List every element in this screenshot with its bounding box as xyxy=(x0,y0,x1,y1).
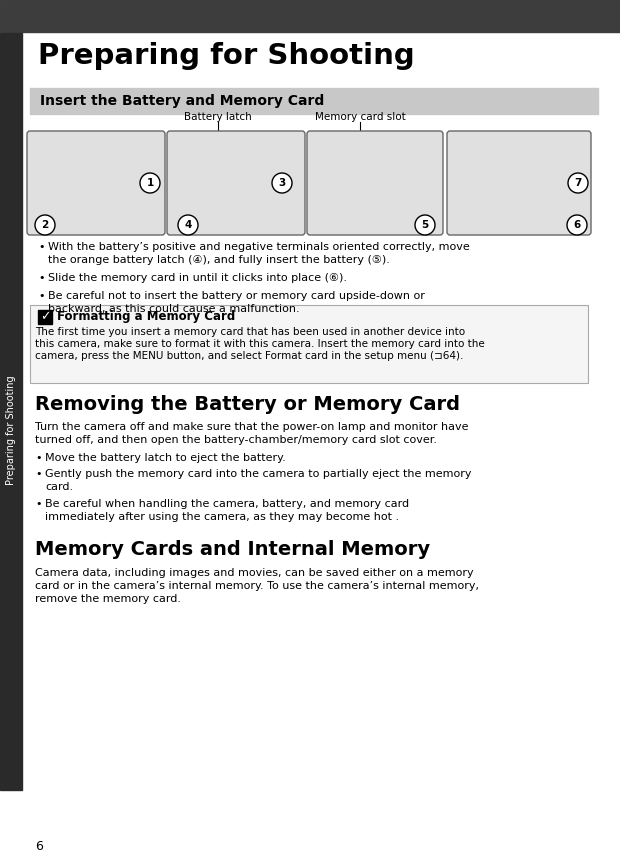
Bar xyxy=(30,88,598,114)
Text: Gently push the memory card into the camera to partially eject the memory: Gently push the memory card into the cam… xyxy=(45,469,471,479)
Text: •: • xyxy=(38,291,45,301)
Circle shape xyxy=(568,173,588,193)
Text: With the battery’s positive and negative terminals oriented correctly, move: With the battery’s positive and negative… xyxy=(48,242,470,252)
Bar xyxy=(0,0,620,32)
Text: the orange battery latch (④), and fully insert the battery (⑤).: the orange battery latch (④), and fully … xyxy=(48,255,390,265)
FancyBboxPatch shape xyxy=(167,131,305,235)
Text: Removing the Battery or Memory Card: Removing the Battery or Memory Card xyxy=(35,395,460,414)
Text: 5: 5 xyxy=(422,220,428,230)
Text: 2: 2 xyxy=(42,220,48,230)
Text: card.: card. xyxy=(45,482,73,492)
Text: •: • xyxy=(38,273,45,283)
Circle shape xyxy=(35,215,55,235)
Text: 4: 4 xyxy=(184,220,192,230)
Text: Formatting a Memory Card: Formatting a Memory Card xyxy=(57,310,235,323)
FancyBboxPatch shape xyxy=(27,131,165,235)
Text: Preparing for Shooting: Preparing for Shooting xyxy=(6,375,16,485)
Text: card or in the camera’s internal memory. To use the camera’s internal memory,: card or in the camera’s internal memory.… xyxy=(35,581,479,591)
Text: this camera, make sure to format it with this camera. Insert the memory card int: this camera, make sure to format it with… xyxy=(35,339,485,349)
Text: remove the memory card.: remove the memory card. xyxy=(35,594,181,604)
Text: The first time you insert a memory card that has been used in another device int: The first time you insert a memory card … xyxy=(35,327,465,337)
Bar xyxy=(30,305,588,383)
Text: Insert the Battery and Memory Card: Insert the Battery and Memory Card xyxy=(40,94,324,108)
FancyBboxPatch shape xyxy=(447,131,591,235)
Text: 6: 6 xyxy=(574,220,580,230)
Text: 6: 6 xyxy=(35,840,43,853)
FancyBboxPatch shape xyxy=(307,131,443,235)
Text: Slide the memory card in until it clicks into place (⑥).: Slide the memory card in until it clicks… xyxy=(48,273,347,283)
Bar xyxy=(0,33,22,790)
Text: •: • xyxy=(38,242,45,252)
Text: 1: 1 xyxy=(146,178,154,188)
Text: •: • xyxy=(35,499,42,509)
Text: Camera data, including images and movies, can be saved either on a memory: Camera data, including images and movies… xyxy=(35,568,474,578)
Circle shape xyxy=(415,215,435,235)
Text: Battery latch: Battery latch xyxy=(184,112,252,122)
Text: camera, press the MENU button, and select Format card in the setup menu (⊐64).: camera, press the MENU button, and selec… xyxy=(35,351,463,361)
Text: •: • xyxy=(35,453,42,463)
Bar xyxy=(38,310,52,324)
Circle shape xyxy=(140,173,160,193)
Text: backward, as this could cause a malfunction.: backward, as this could cause a malfunct… xyxy=(48,304,299,314)
Text: 3: 3 xyxy=(278,178,286,188)
Text: turned off, and then open the battery-chamber/memory card slot cover.: turned off, and then open the battery-ch… xyxy=(35,435,437,445)
Circle shape xyxy=(272,173,292,193)
Text: Memory card slot: Memory card slot xyxy=(314,112,405,122)
Text: Be careful when handling the camera, battery, and memory card: Be careful when handling the camera, bat… xyxy=(45,499,409,509)
Text: immediately after using the camera, as they may become hot .: immediately after using the camera, as t… xyxy=(45,512,399,522)
Text: Memory Cards and Internal Memory: Memory Cards and Internal Memory xyxy=(35,540,430,559)
Text: Be careful not to insert the battery or memory card upside-down or: Be careful not to insert the battery or … xyxy=(48,291,425,301)
Text: •: • xyxy=(35,469,42,479)
Text: Preparing for Shooting: Preparing for Shooting xyxy=(38,42,415,70)
Text: 7: 7 xyxy=(574,178,582,188)
Text: Move the battery latch to eject the battery.: Move the battery latch to eject the batt… xyxy=(45,453,286,463)
Text: ✓: ✓ xyxy=(40,310,50,323)
Circle shape xyxy=(178,215,198,235)
Circle shape xyxy=(567,215,587,235)
Text: Turn the camera off and make sure that the power-on lamp and monitor have: Turn the camera off and make sure that t… xyxy=(35,422,469,432)
